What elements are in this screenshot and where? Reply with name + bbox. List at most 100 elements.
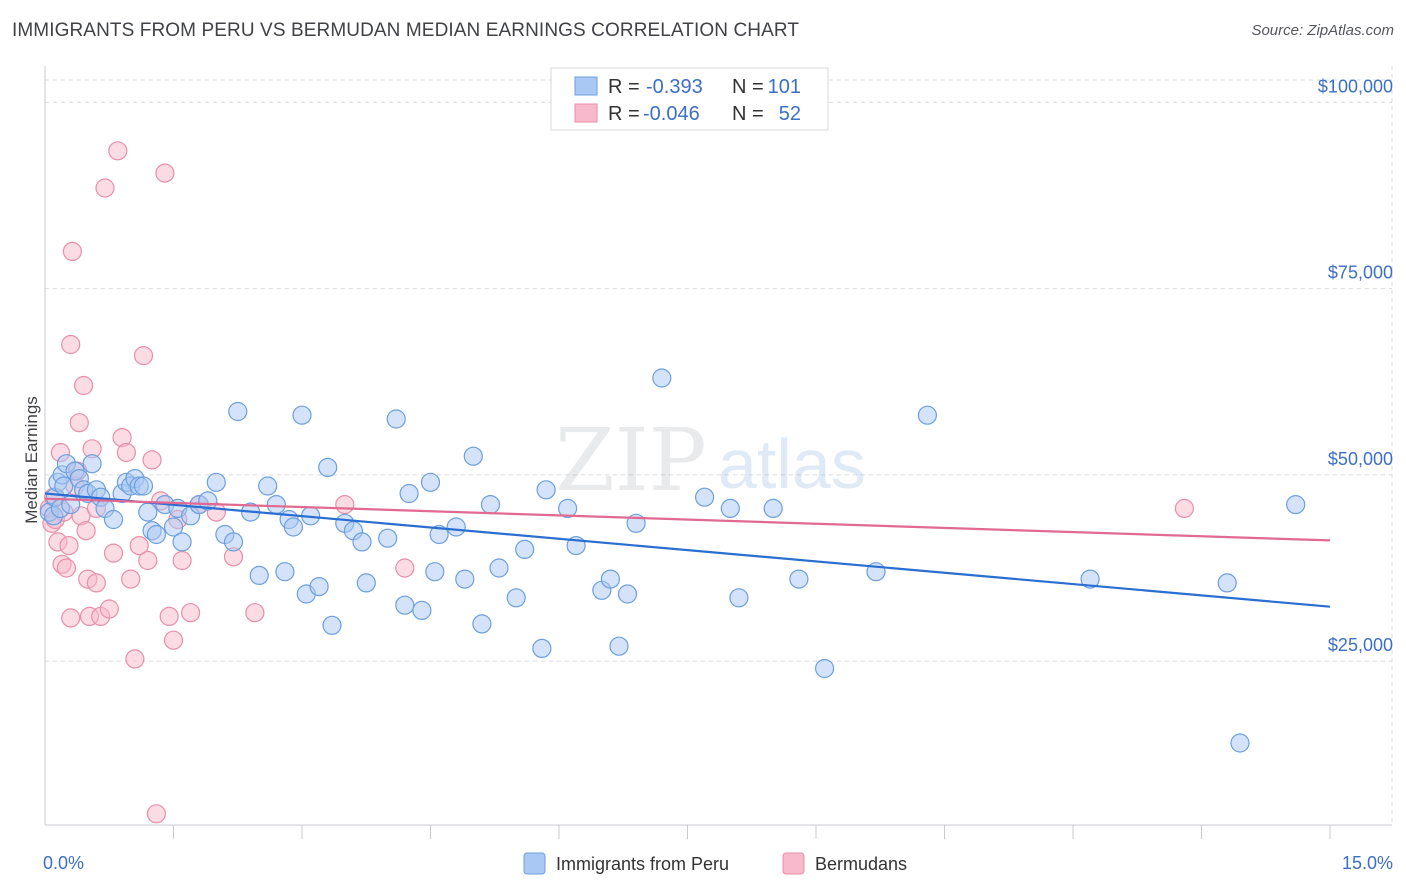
peru-point <box>600 569 621 589</box>
bermudans-point <box>159 606 179 627</box>
peru-point <box>472 614 492 634</box>
bermudans-point <box>129 535 149 556</box>
bermudans-point <box>125 649 145 669</box>
watermark: ZIP atlas <box>555 411 866 511</box>
peru-point <box>146 524 166 545</box>
bottom-legend-peru: Immigrants from Peru <box>556 854 729 874</box>
peru-point <box>652 368 672 388</box>
peru-point <box>617 584 638 604</box>
peru-point <box>352 532 372 552</box>
peru-point <box>356 573 376 593</box>
bermudans-point <box>108 141 128 161</box>
peru-point <box>223 532 244 552</box>
peru-point <box>420 472 441 492</box>
legend-n-label: N = <box>732 76 764 98</box>
peru-point <box>763 498 783 518</box>
peru-point <box>694 487 715 507</box>
bermudans-point <box>146 804 166 824</box>
bottom-legend-swatch-bermudans <box>782 852 805 875</box>
peru-point <box>729 588 749 608</box>
bermudans-point <box>59 535 79 556</box>
peru-point <box>814 658 835 679</box>
peru-point <box>425 562 445 582</box>
peru-point <box>82 454 102 474</box>
bermudans-point <box>61 608 81 628</box>
bermudans-point <box>103 543 124 563</box>
peru-point <box>395 595 415 615</box>
peru-point <box>103 509 124 530</box>
peru-point <box>1286 495 1306 515</box>
peru-point <box>318 457 338 477</box>
x-tick-label: 0.0% <box>43 853 84 873</box>
bermudans-point <box>86 573 107 593</box>
peru-point <box>412 600 432 621</box>
bermudans-point <box>61 334 81 355</box>
bermudans-point <box>172 550 192 571</box>
axes <box>44 66 1392 839</box>
peru-point <box>917 405 938 425</box>
bermudans-point <box>138 550 158 571</box>
peru-point <box>206 472 226 492</box>
bottom-legend-bermudans: Bermudans <box>815 854 907 874</box>
legend-r-value: -0.393 <box>646 76 703 98</box>
legend-r-label: R = <box>608 103 640 125</box>
y-tick-label: $100,000 <box>1318 76 1393 96</box>
peru-point <box>789 569 809 589</box>
peru-point <box>275 562 295 582</box>
y-tick-labels: $25,000 $50,000 $75,000 $100,000 <box>1318 76 1393 655</box>
x-tick-label: 15.0% <box>1342 853 1393 873</box>
peru-point <box>515 539 535 560</box>
bermudans-point <box>155 163 175 183</box>
legend-n-value: 101 <box>768 76 801 98</box>
peru-point <box>506 588 526 608</box>
legend-n-value: 52 <box>779 103 801 125</box>
peru-point <box>536 480 556 500</box>
source-note: Source: ZipAtlas.com <box>1251 22 1394 39</box>
watermark-zip: ZIP <box>555 411 707 511</box>
peru-point <box>463 446 483 466</box>
bottom-legend-swatch-peru <box>523 852 546 875</box>
peru-point <box>228 401 248 422</box>
bermudans-point <box>62 241 83 261</box>
trend-lines <box>44 492 1331 608</box>
peru-point <box>720 498 740 518</box>
bermudans-point <box>116 442 137 463</box>
bermudans-trend-line <box>44 497 1331 542</box>
legend-r-label: R = <box>608 76 640 98</box>
bottom-legend: Immigrants from Peru Bermudans <box>523 852 907 875</box>
bermudans-point <box>121 569 141 589</box>
peru-point <box>532 638 552 659</box>
bermudans-point <box>95 178 115 198</box>
y-tick-label: $25,000 <box>1328 635 1393 655</box>
bermudans-point <box>73 375 94 396</box>
legend-swatch-bermudans <box>574 103 598 123</box>
bermudans-point <box>56 558 77 578</box>
bermudans-point <box>69 413 89 433</box>
peru-point <box>322 615 342 635</box>
peru-point <box>609 636 629 656</box>
peru-point <box>455 569 475 589</box>
peru-point <box>283 517 303 537</box>
peru-point <box>1080 569 1100 589</box>
bermudans-point <box>76 521 96 541</box>
bermudans-point <box>1174 498 1195 518</box>
peru-point <box>292 405 312 425</box>
peru-point <box>258 476 278 496</box>
peru-trend-line <box>44 492 1331 608</box>
peru-point <box>1217 573 1237 593</box>
bermudans-point <box>245 603 265 623</box>
peru-point <box>480 495 501 515</box>
y-tick-label: $75,000 <box>1328 263 1393 283</box>
bermudans-point <box>335 495 355 515</box>
peru-point <box>378 528 398 548</box>
peru-point <box>266 495 286 515</box>
peru-point <box>198 491 218 511</box>
peru-point <box>399 483 419 504</box>
chart-title: IMMIGRANTS FROM PERU VS BERMUDAN MEDIAN … <box>12 20 800 41</box>
watermark-atlas: atlas <box>718 425 866 503</box>
legend-r-value: -0.046 <box>643 103 700 125</box>
peru-point <box>163 517 184 537</box>
peru-point <box>557 498 578 518</box>
peru-point <box>489 558 509 578</box>
